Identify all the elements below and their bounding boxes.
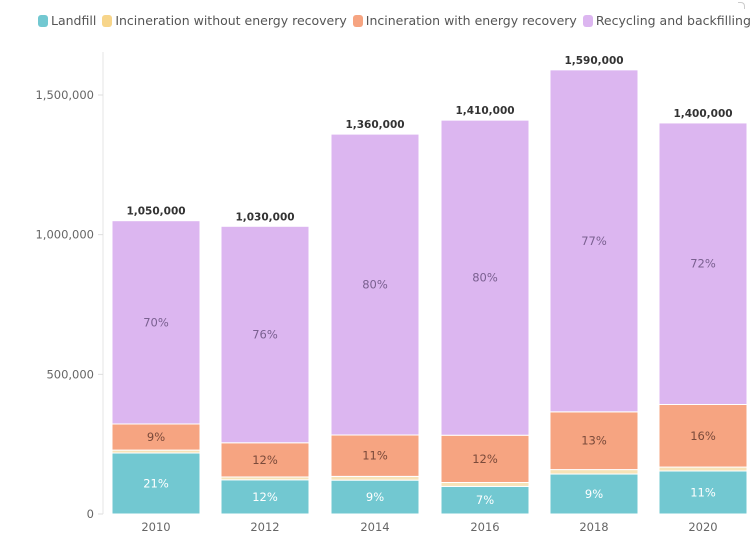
segment-pct-label: 12%	[252, 453, 278, 467]
bar-segment-incineration-without-energy-recovery	[440, 481, 530, 487]
legend-item[interactable]: Incineration without energy recovery	[102, 13, 347, 28]
chart-legend: Landfill Incineration without energy reco…	[38, 13, 751, 28]
bar-total-label: 1,410,000	[455, 105, 514, 117]
bar-segment-incineration-with-energy-recovery	[330, 434, 420, 477]
x-tick-label: 2014	[360, 520, 389, 534]
segment-pct-label: 70%	[143, 315, 169, 329]
segment-pct-label: 72%	[690, 257, 716, 271]
segment-pct-label: 12%	[252, 490, 278, 504]
segment-pct-label: 77%	[581, 234, 607, 248]
bar-total-label: 1,590,000	[564, 55, 623, 67]
bar-segment-incineration-with-energy-recovery	[658, 404, 748, 468]
segment-pct-label: 9%	[585, 487, 603, 501]
bar-segment-incineration-without-energy-recovery	[658, 466, 748, 472]
y-tick-label: 0	[87, 507, 94, 521]
legend-item[interactable]: Incineration with energy recovery	[352, 13, 577, 28]
segment-pct-label: 11%	[362, 449, 388, 463]
refresh-icon[interactable]	[738, 2, 745, 9]
bar-segment-recycling-and-backfilling	[440, 119, 530, 436]
bar-segment-recycling-and-backfilling	[330, 133, 420, 436]
segment-pct-label: 7%	[476, 493, 494, 507]
x-tick-label: 2018	[579, 520, 608, 534]
segment-pct-label: 12%	[472, 452, 498, 466]
bar-segment-landfill	[658, 470, 748, 515]
bar-segment-landfill	[549, 473, 639, 515]
segment-pct-label: 16%	[690, 429, 716, 443]
legend-label: Landfill	[51, 13, 97, 28]
x-tick-label: 2012	[250, 520, 279, 534]
x-tick-label: 2016	[470, 520, 499, 534]
legend-item[interactable]: Landfill	[38, 13, 96, 28]
legend-swatch	[38, 14, 48, 27]
bar-segment-landfill	[440, 485, 530, 515]
bar-segment-recycling-and-backfilling	[658, 122, 748, 406]
bar-segment-incineration-with-energy-recovery	[111, 423, 201, 451]
legend-label: Incineration with energy recovery	[365, 13, 577, 28]
bar-segment-incineration-without-energy-recovery	[549, 469, 639, 475]
legend-swatch	[352, 14, 363, 27]
legend-swatch	[102, 14, 113, 27]
y-tick-label: 1,000,000	[35, 228, 94, 242]
segment-pct-label: 80%	[362, 278, 388, 292]
bar-segment-landfill	[220, 479, 310, 515]
bar-total-label: 1,360,000	[345, 119, 404, 131]
segment-pct-label: 80%	[472, 271, 498, 285]
segment-pct-label: 21%	[143, 477, 169, 491]
segment-pct-label: 11%	[690, 485, 716, 499]
bar-segment-recycling-and-backfilling	[111, 220, 201, 425]
bar-total-label: 1,030,000	[235, 211, 294, 223]
segment-pct-label: 13%	[581, 434, 607, 448]
segment-pct-label: 76%	[252, 328, 278, 342]
segment-pct-label: 9%	[147, 430, 165, 444]
bar-total-label: 1,050,000	[126, 206, 185, 218]
segment-pct-label: 9%	[366, 490, 384, 504]
bar-segment-incineration-without-energy-recovery	[330, 475, 420, 481]
legend-item[interactable]: Recycling and backfilling	[582, 13, 751, 28]
legend-label: Recycling and backfilling	[595, 13, 751, 28]
legend-label: Incineration without energy recovery	[115, 13, 347, 28]
bar-segment-incineration-with-energy-recovery	[549, 411, 639, 471]
y-tick-label: 1,500,000	[35, 88, 94, 102]
x-tick-label: 2020	[688, 520, 717, 534]
y-tick-label: 500,000	[46, 367, 94, 381]
bar-segment-incineration-with-energy-recovery	[220, 442, 310, 478]
legend-swatch	[582, 14, 593, 27]
bar-segment-recycling-and-backfilling	[549, 69, 639, 413]
bar-total-label: 1,400,000	[673, 108, 732, 120]
x-tick-label: 2010	[141, 520, 170, 534]
bar-segment-recycling-and-backfilling	[220, 225, 310, 444]
